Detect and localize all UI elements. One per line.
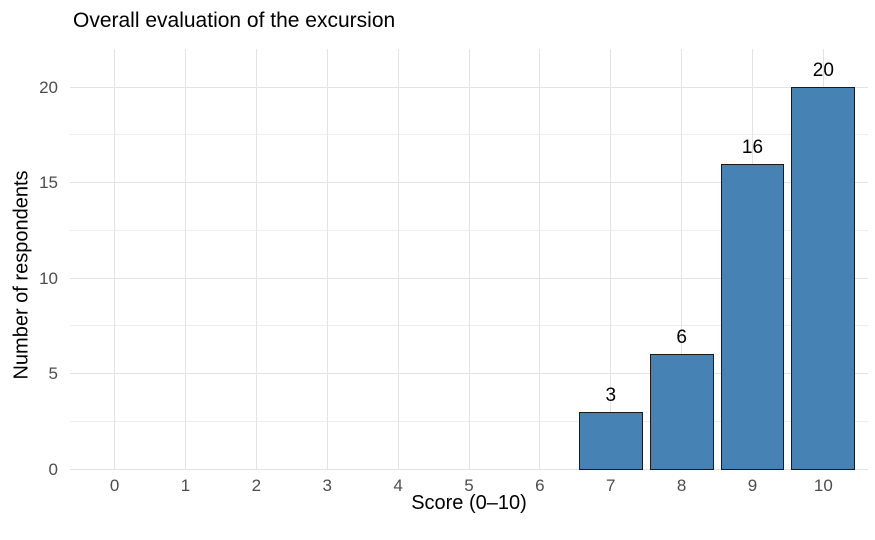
bar [791, 87, 856, 470]
x-tick-label: 6 [535, 476, 545, 495]
x-tick-label: 2 [251, 476, 262, 495]
gridline-major-vertical [468, 49, 470, 469]
x-tick-label: 8 [676, 476, 687, 495]
x-tick-label: 5 [464, 476, 474, 495]
bar-value-label: 6 [676, 327, 687, 349]
bar-value-label: 3 [605, 384, 617, 406]
y-tick-label: 20 [39, 77, 58, 97]
gridline-major-vertical [326, 49, 328, 469]
bar-value-label: 20 [812, 60, 834, 82]
x-tick-label: 7 [606, 476, 616, 495]
bar [578, 411, 643, 470]
gridline-major-horizontal [70, 468, 868, 470]
gridline-major-vertical [255, 49, 257, 469]
x-tick-label: 1 [180, 476, 191, 495]
bar [720, 163, 785, 470]
x-tick-label: 4 [393, 476, 403, 495]
bar-value-label: 16 [741, 136, 764, 158]
y-tick-label: 0 [48, 459, 58, 479]
x-tick-label: 3 [322, 476, 332, 495]
x-tick-label: 0 [109, 476, 120, 495]
gridline-major-vertical [397, 49, 399, 469]
bar [649, 354, 714, 470]
y-tick-label: 10 [39, 268, 58, 288]
y-tick-label: 5 [48, 364, 58, 384]
gridline-major-vertical [681, 49, 683, 469]
gridline-major-vertical [610, 49, 612, 469]
y-tick-label: 15 [39, 173, 58, 193]
x-tick-label: 10 [813, 476, 833, 495]
chart-title: Overall evaluation of the excursion [73, 9, 396, 32]
gridline-major-vertical [185, 49, 187, 469]
gridline-major-vertical [539, 49, 541, 469]
x-axis-title: Score (0–10) [411, 492, 527, 514]
gridline-major-vertical [114, 49, 116, 469]
x-tick-label: 9 [747, 476, 758, 495]
